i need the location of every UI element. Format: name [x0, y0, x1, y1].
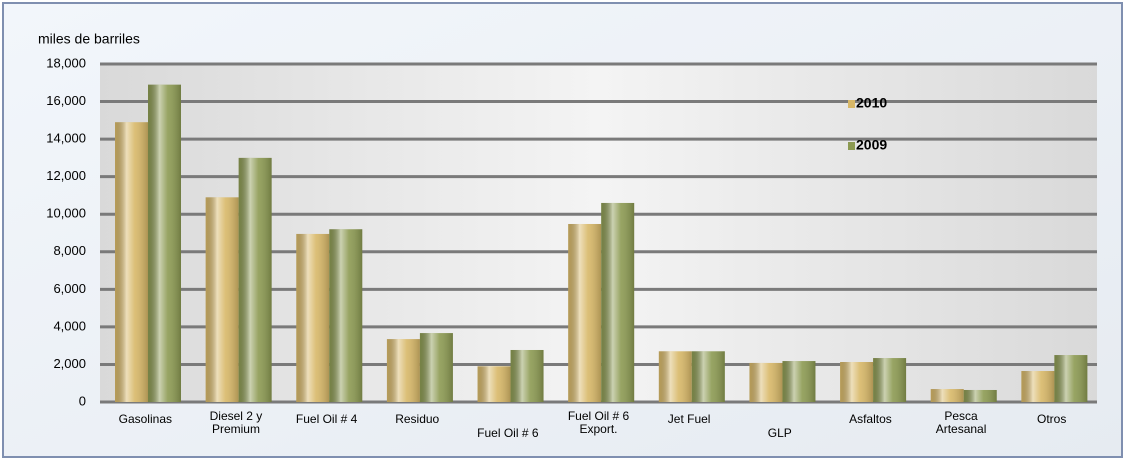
bar-shine	[782, 361, 816, 402]
y-tick-label: 16,000	[46, 93, 86, 108]
bar-shine	[1054, 355, 1088, 402]
y-axis-title: miles de barriles	[38, 31, 140, 47]
bar-shine	[386, 339, 420, 402]
bar-shine	[963, 389, 997, 402]
y-tick-label: 14,000	[46, 131, 86, 146]
x-tick-label: Fuel Oil # 6 Export.	[568, 409, 630, 436]
bar-shine	[1021, 371, 1055, 402]
y-tick-label: 18,000	[46, 55, 86, 70]
x-tick-label: Jet Fuel	[668, 412, 711, 426]
y-tick-label: 12,000	[46, 168, 86, 183]
x-tick-label: Residuo	[395, 412, 439, 426]
bar-shine	[148, 84, 181, 403]
bar-shine	[840, 362, 874, 402]
bar-shine	[205, 197, 239, 402]
bar-shine	[749, 362, 783, 402]
x-tick-label: Fuel Oil # 4	[296, 412, 358, 426]
x-tick-label: Otros	[1037, 412, 1066, 426]
bar-shine	[329, 229, 363, 402]
y-tick-label: 8,000	[53, 243, 86, 258]
bar-shine	[691, 351, 725, 402]
bar-shine	[601, 202, 635, 402]
x-tick-label: Asfaltos	[849, 412, 892, 426]
x-tick-label: Fuel Oil # 6	[477, 426, 539, 440]
bar-shine	[658, 351, 692, 402]
bar-shine	[115, 122, 148, 402]
y-tick-label: 0	[79, 393, 86, 408]
y-tick-label: 2,000	[53, 356, 86, 371]
x-tick-label: Diesel 2 y Premium	[210, 409, 263, 436]
bar-shine	[568, 223, 602, 402]
bar-shine	[873, 358, 907, 402]
y-tick-label: 10,000	[46, 206, 86, 221]
x-tick-label: GLP	[768, 426, 792, 440]
bar-shine	[477, 366, 511, 402]
legend-swatch	[848, 142, 855, 150]
bar-shine	[238, 157, 272, 402]
y-tick-label: 4,000	[53, 318, 86, 333]
y-tick-label: 6,000	[53, 281, 86, 296]
bar-shine	[510, 349, 544, 402]
legend-swatch	[848, 100, 855, 108]
x-tick-label: Gasolinas	[119, 412, 172, 426]
legend-label: 2010	[856, 95, 887, 111]
bar-shine	[419, 333, 453, 402]
legend-label: 2009	[856, 137, 887, 153]
bar-shine	[930, 389, 964, 402]
x-tick-label: Pesca Artesanal	[936, 409, 987, 436]
bar-shine	[296, 233, 330, 402]
